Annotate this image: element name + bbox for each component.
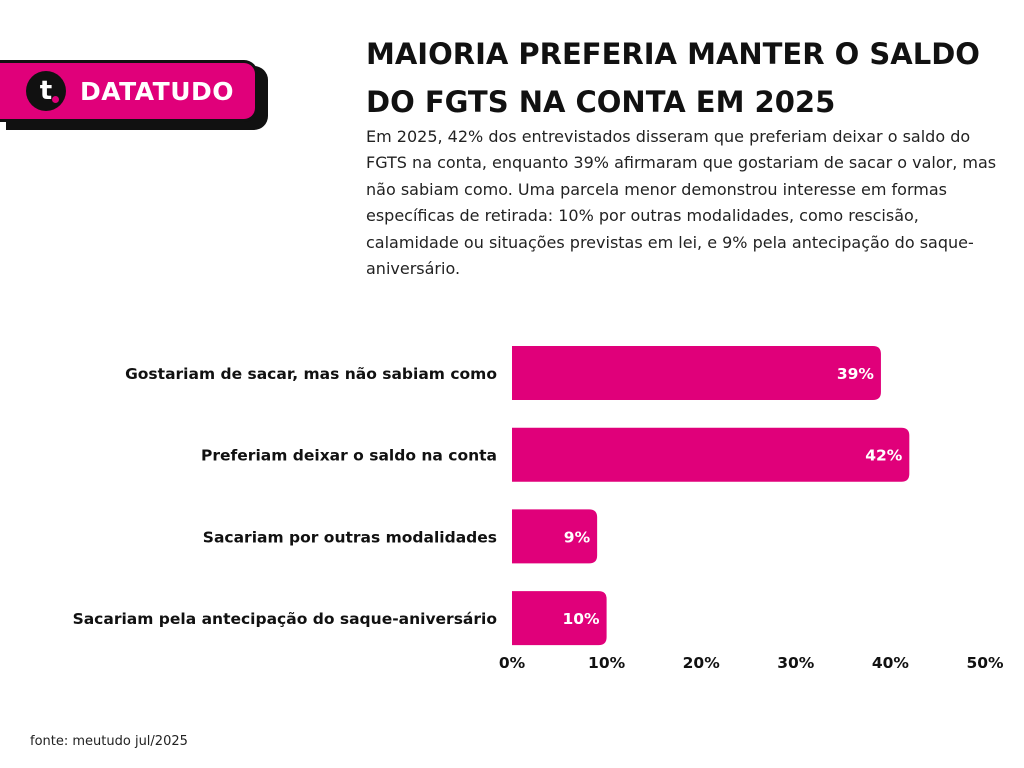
bar <box>512 591 607 646</box>
logo-dot <box>52 96 59 103</box>
source-note: fonte: meutudo jul/2025 <box>30 734 188 749</box>
x-tick-label: 0% <box>499 654 526 672</box>
x-tick-label: 30% <box>777 654 815 672</box>
category-label: Preferiam deixar o saldo na conta <box>201 447 497 465</box>
bar <box>512 427 910 482</box>
category-label: Sacariam pela antecipação do saque-anive… <box>73 610 497 628</box>
bar-chart: Gostariam de sacar, mas não sabiam como 3… <box>73 346 1004 672</box>
category-label: Gostariam de sacar, mas não sabiam como <box>125 365 497 383</box>
data-label: 42% <box>865 447 903 465</box>
page-subtitle: Em 2025, 42% dos entrevistados disseram … <box>366 127 997 279</box>
x-tick-label: 20% <box>683 654 721 672</box>
data-label: 9% <box>564 528 591 546</box>
data-label: 39% <box>837 365 875 383</box>
logo-badge: t DATATUDO <box>0 60 258 122</box>
x-tick-label: 40% <box>872 654 910 672</box>
brand-logo: t DATATUDO <box>0 60 268 130</box>
logo-mark-letter: t <box>39 76 53 106</box>
x-tick-label: 10% <box>588 654 626 672</box>
x-tick-label: 50% <box>966 654 1004 672</box>
brand-name: DATATUDO <box>80 76 235 106</box>
logo-mark-icon: t <box>26 71 66 111</box>
bar <box>512 346 881 400</box>
data-label: 10% <box>562 610 600 628</box>
bar <box>512 509 598 564</box>
category-label: Sacariam por outras modalidades <box>203 528 497 546</box>
page-title: MAIORIA PREFERIA MANTER O SALDO DO FGTS … <box>366 37 980 119</box>
